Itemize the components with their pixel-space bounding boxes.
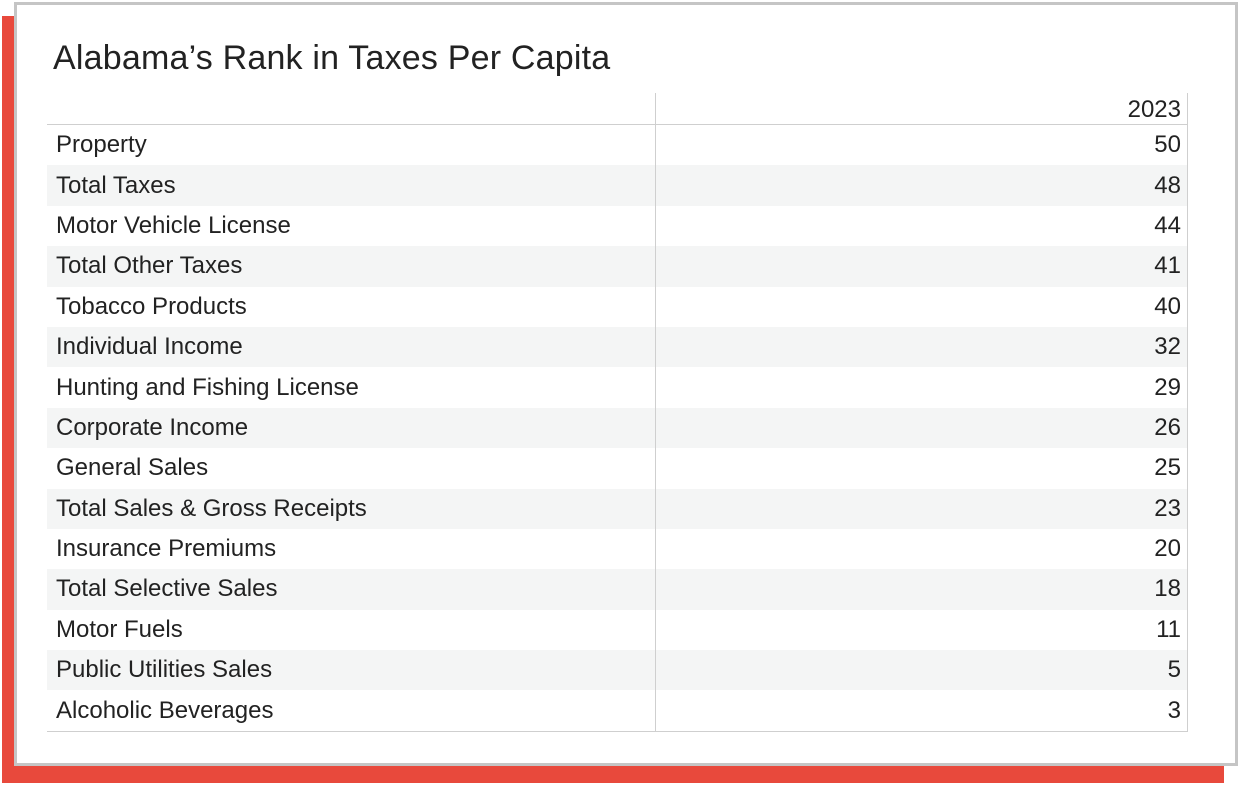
table-header: 2023: [47, 93, 1188, 125]
row-value: 32: [1154, 333, 1181, 361]
table-row: Property 50: [47, 125, 1188, 165]
row-value: 20: [1154, 535, 1181, 563]
table-row: General Sales 25: [47, 448, 1188, 488]
chart-card: Alabama’s Rank in Taxes Per Capita 2023 …: [14, 2, 1238, 766]
column-header-year: 2023: [1127, 96, 1181, 123]
row-label: Total Sales & Gross Receipts: [56, 494, 367, 522]
table-body: Property 50 Total Taxes 48 Motor Vehicle Lic…: [47, 125, 1188, 731]
row-label: Hunting and Fishing License: [56, 373, 359, 401]
table-row: Total Selective Sales 18: [47, 569, 1188, 610]
row-label: Motor Fuels: [56, 615, 183, 643]
table-row: Public Utilities Sales 5: [47, 650, 1188, 691]
row-label: Insurance Premiums: [56, 535, 277, 563]
row-label: Property: [56, 131, 147, 159]
row-label: Motor Vehicle License: [56, 211, 291, 239]
table-row: Corporate Income 26: [47, 407, 1188, 449]
row-label: Total Selective Sales: [56, 575, 278, 603]
row-label: General Sales: [56, 454, 209, 482]
row-label: Public Utilities Sales: [56, 656, 273, 684]
row-label: Tobacco Products: [56, 292, 247, 320]
row-value: 3: [1167, 696, 1181, 724]
table-row: Total Taxes 48: [47, 165, 1188, 206]
row-value: 5: [1167, 656, 1181, 684]
table-row: Alcoholic Beverages 3: [47, 690, 1188, 730]
row-label: Corporate Income: [56, 413, 249, 441]
row-value: 25: [1154, 454, 1181, 482]
table-row: Individual Income 32: [47, 326, 1188, 368]
row-value: 29: [1154, 373, 1181, 401]
column-divider: [655, 93, 656, 731]
row-label: Total Other Taxes: [56, 252, 243, 280]
row-value: 41: [1154, 252, 1181, 280]
table-row: Total Other Taxes 41: [47, 246, 1188, 287]
row-value: 23: [1154, 494, 1181, 522]
row-value: 44: [1154, 211, 1181, 239]
table-bottom-border: [47, 730, 1188, 732]
table-row: Tobacco Products 40: [47, 287, 1188, 327]
row-value: 48: [1154, 171, 1181, 199]
row-label: Total Taxes: [56, 171, 176, 199]
table-row: Motor Fuels 11: [47, 610, 1188, 650]
table-row: Motor Vehicle License 44: [47, 206, 1188, 246]
table-row: Hunting and Fishing License 29: [47, 367, 1188, 407]
row-value: 50: [1154, 131, 1181, 159]
table-row: Insurance Premiums 20: [47, 529, 1188, 569]
row-label: Alcoholic Beverages: [56, 696, 274, 724]
row-label: Individual Income: [56, 333, 243, 361]
row-value: 40: [1154, 292, 1181, 320]
row-value: 26: [1154, 413, 1181, 441]
row-value: 11: [1156, 615, 1181, 643]
table-row: Total Sales & Gross Receipts 23: [47, 488, 1188, 529]
rank-table: 2023 Property 50 Total Taxes 48 Motor Vehicl…: [47, 93, 1188, 732]
row-value: 18: [1154, 575, 1181, 603]
table-right-border: [1187, 93, 1188, 731]
chart-title: Alabama’s Rank in Taxes Per Capita: [53, 39, 611, 77]
